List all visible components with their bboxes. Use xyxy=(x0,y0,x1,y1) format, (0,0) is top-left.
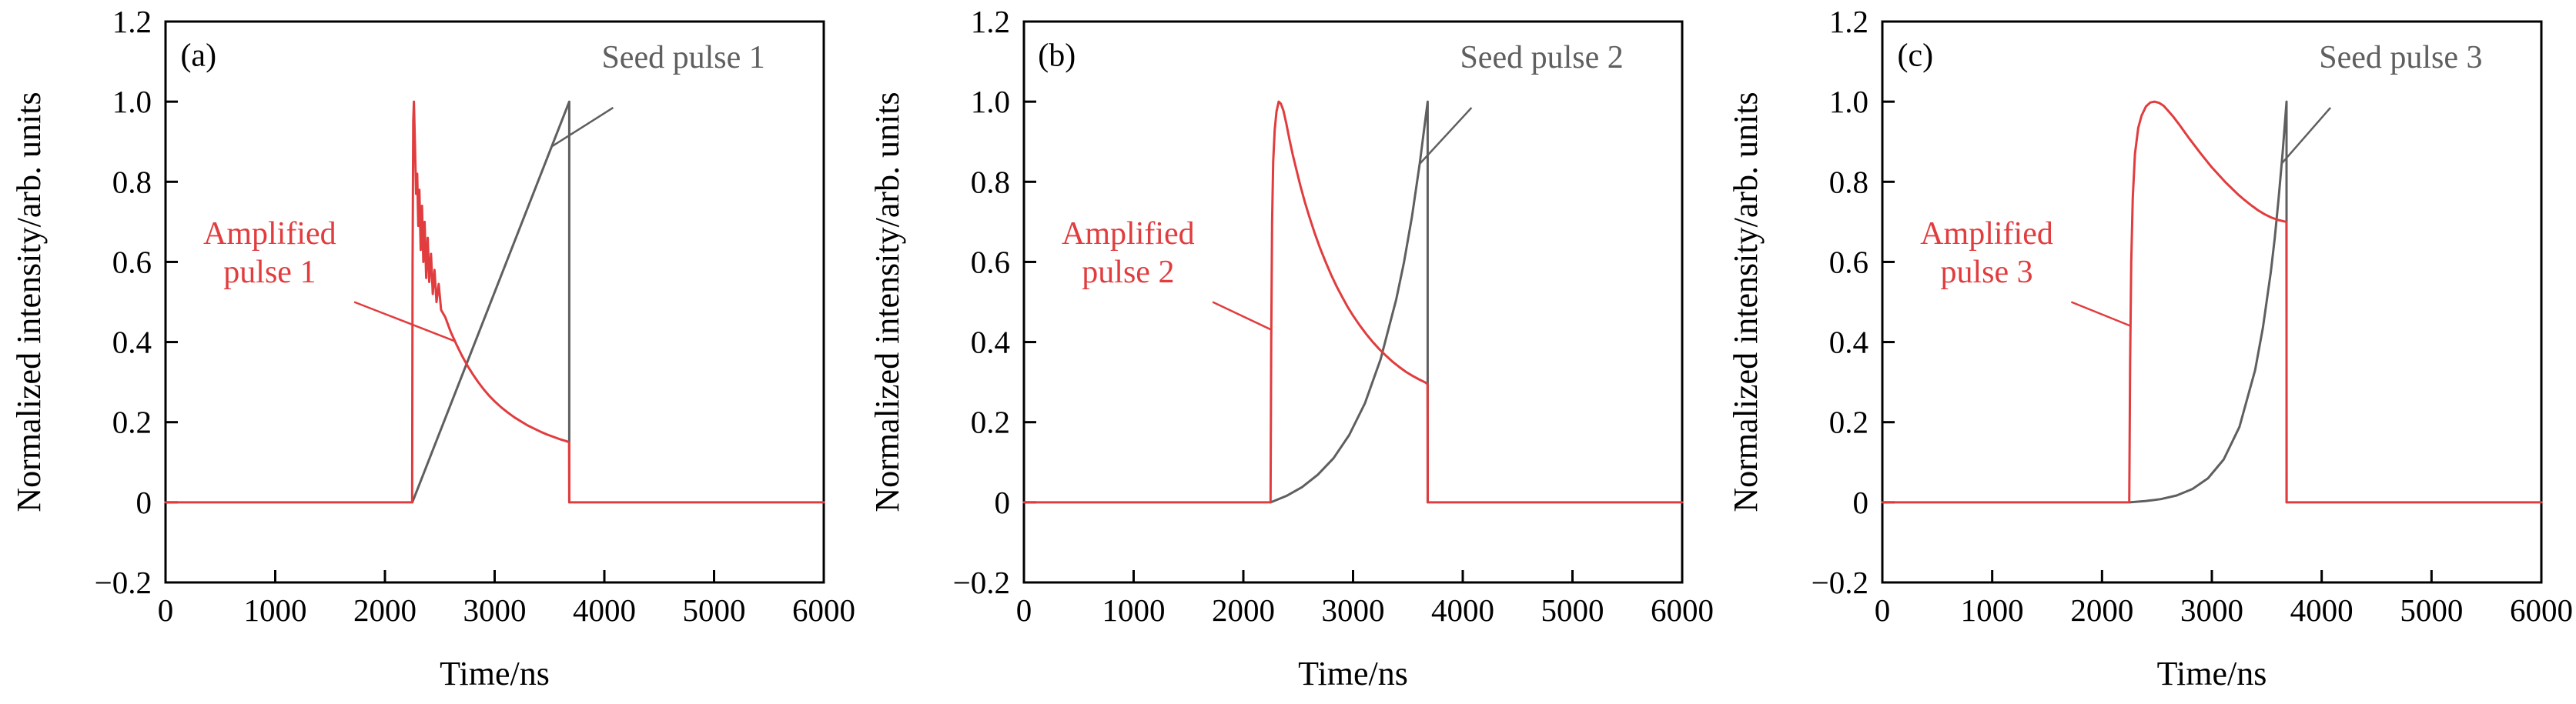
y-axis-tick-label: 0.6 xyxy=(1829,244,1868,279)
panel-label: (c) xyxy=(1897,38,1933,73)
amplified-pulse-label: pulse 2 xyxy=(1082,255,1174,290)
amplified-pulse-label: pulse 3 xyxy=(1940,255,2032,290)
series-seed-pulse-3 xyxy=(2128,100,2288,504)
y-axis-tick-label: 0.4 xyxy=(1829,325,1868,360)
seed-pulse-label: Seed pulse 3 xyxy=(2319,40,2482,75)
y-axis-tick-label: 0 xyxy=(1853,485,1869,520)
x-axis-tick-label: 1000 xyxy=(244,592,307,628)
amplified-pulse-label-leader-line xyxy=(353,301,456,342)
x-axis-tick-label: 2000 xyxy=(353,592,417,628)
x-axis-tick-label: 5000 xyxy=(683,592,746,628)
x-axis-tick-label: 5000 xyxy=(2400,592,2463,628)
y-axis-label: Normalized intensity/arb. units xyxy=(10,92,48,512)
x-axis-tick-label: 3000 xyxy=(2180,592,2243,628)
y-axis-tick-label: 0 xyxy=(136,485,152,520)
seed-pulse-label: Seed pulse 2 xyxy=(1460,40,1623,75)
plot-frame xyxy=(1881,20,2543,584)
x-axis-label: Time/ns xyxy=(1298,655,1408,692)
series-amplified-pulse-3 xyxy=(1881,100,2543,504)
y-axis-tick-label: 0.2 xyxy=(1829,405,1868,440)
chart-panel-b: 0 1000 2000 3000 4000 5000 6000 1.2 1.0 0.8 0.6 0.4… xyxy=(858,0,1717,704)
y-axis-tick-label: 0.2 xyxy=(971,405,1010,440)
amplified-pulse-label: Amplified xyxy=(1062,216,1195,252)
series-amplified-pulse-1 xyxy=(164,100,825,504)
y-axis-tick-label: 1.0 xyxy=(112,84,152,119)
x-axis-tick-label: 6000 xyxy=(2510,592,2573,628)
x-axis-tick-label: 1000 xyxy=(1961,592,2024,628)
y-axis-tick-label: −0.2 xyxy=(1812,565,1868,600)
chart-canvas-a: 0 1000 2000 3000 4000 5000 6000 1.2 1.0 0.8 0.6 0.4… xyxy=(10,4,855,692)
x-axis-tick-label: 1000 xyxy=(1102,592,1166,628)
y-axis-tick-label: 0 xyxy=(995,485,1011,520)
chart-canvas-b: 0 1000 2000 3000 4000 5000 6000 1.2 1.0 0.8 0.6 0.4… xyxy=(868,4,1714,692)
x-axis-tick-label: 3000 xyxy=(1322,592,1385,628)
x-axis-tick-label: 4000 xyxy=(1431,592,1494,628)
x-axis-tick-label: 4000 xyxy=(2290,592,2354,628)
x-axis-tick-label: 4000 xyxy=(573,592,636,628)
y-axis-tick-label: 0.6 xyxy=(112,244,152,279)
y-axis-tick-label: 1.2 xyxy=(971,4,1010,39)
series-seed-pulse-2 xyxy=(1270,100,1429,504)
seed-pulse-label: Seed pulse 1 xyxy=(601,40,764,75)
y-axis-tick-label: 0.4 xyxy=(971,325,1010,360)
y-axis-label: Normalized intensity/arb. units xyxy=(1727,92,1765,512)
x-axis-tick-label: 0 xyxy=(1875,592,1891,628)
y-axis-tick-label: 1.0 xyxy=(971,84,1010,119)
y-axis-tick-label: 0.4 xyxy=(112,325,152,360)
y-axis-tick-label: 1.2 xyxy=(1829,4,1868,39)
y-axis-tick-label: 0.6 xyxy=(971,244,1010,279)
seed-pulse-label-leader-line xyxy=(550,106,614,148)
x-axis-tick-label: 6000 xyxy=(1651,592,1714,628)
series-amplified-pulse-2 xyxy=(1022,100,1684,504)
y-axis-tick-label: 0.8 xyxy=(112,164,152,199)
panel-label: (b) xyxy=(1038,38,1076,73)
x-axis-tick-label: 5000 xyxy=(1541,592,1604,628)
x-axis-label: Time/ns xyxy=(2157,655,2267,692)
series-seed-pulse-1 xyxy=(411,100,570,504)
chart-canvas-c: 0 1000 2000 3000 4000 5000 6000 1.2 1.0 0.8 0.6 0.4… xyxy=(1727,4,2573,692)
amplified-pulse-label-leader-line xyxy=(2070,301,2132,327)
x-axis-tick-label: 0 xyxy=(1016,592,1032,628)
y-axis-label: Normalized intensity/arb. units xyxy=(868,92,906,512)
plot-frame xyxy=(164,20,825,584)
y-axis-tick-label: 1.2 xyxy=(112,4,152,39)
x-axis-label: Time/ns xyxy=(440,655,550,692)
amplified-pulse-label-leader-line xyxy=(1212,301,1273,332)
x-axis-tick-label: 3000 xyxy=(463,592,527,628)
panel-label: (a) xyxy=(180,38,216,73)
x-axis-tick-label: 0 xyxy=(158,592,174,628)
x-axis-tick-label: 6000 xyxy=(792,592,855,628)
y-axis-tick-label: 0.8 xyxy=(1829,164,1868,199)
seed-pulse-label-leader-line xyxy=(1419,107,1473,165)
seed-pulse-label-leader-line xyxy=(2280,107,2332,165)
y-axis-tick-label: 1.0 xyxy=(1829,84,1868,119)
chart-panel-c: 0 1000 2000 3000 4000 5000 6000 1.2 1.0 0.8 0.6 0.4… xyxy=(1717,0,2576,704)
y-axis-tick-label: −0.2 xyxy=(953,565,1010,600)
plot-frame xyxy=(1022,20,1684,584)
y-axis-tick-label: 0.8 xyxy=(971,164,1010,199)
chart-panel-a: 0 1000 2000 3000 4000 5000 6000 1.2 1.0 0.8 0.6 0.4… xyxy=(0,0,858,704)
amplified-pulse-label: Amplified xyxy=(203,216,336,252)
x-axis-tick-label: 2000 xyxy=(2070,592,2133,628)
y-axis-tick-label: −0.2 xyxy=(95,565,152,600)
amplified-pulse-label: Amplified xyxy=(1920,216,2053,252)
x-axis-tick-label: 2000 xyxy=(1212,592,1275,628)
amplified-pulse-label: pulse 1 xyxy=(223,255,316,290)
y-axis-tick-label: 0.2 xyxy=(112,405,152,440)
